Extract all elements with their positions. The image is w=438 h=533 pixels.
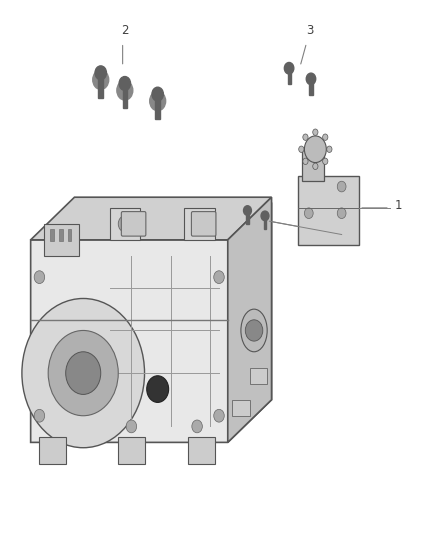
Text: 3: 3 (307, 25, 314, 37)
Bar (287, 68, 291, 84)
Bar (68, 229, 71, 241)
Bar (298, 176, 359, 245)
Polygon shape (31, 203, 272, 442)
Circle shape (284, 62, 294, 74)
Circle shape (245, 320, 263, 341)
FancyBboxPatch shape (121, 212, 146, 236)
Circle shape (299, 146, 304, 152)
Circle shape (244, 206, 251, 215)
Circle shape (313, 163, 318, 169)
Bar (118, 437, 145, 464)
Circle shape (117, 80, 133, 100)
Circle shape (313, 129, 318, 135)
Circle shape (22, 298, 145, 448)
Bar (99, 78, 103, 98)
Circle shape (337, 181, 346, 192)
Circle shape (304, 136, 326, 163)
Bar (155, 100, 160, 119)
Circle shape (323, 134, 328, 140)
Text: 3: 3 (346, 231, 353, 244)
Bar (39, 437, 66, 464)
Circle shape (192, 420, 202, 433)
Text: 1: 1 (394, 199, 402, 212)
Circle shape (34, 409, 45, 422)
Circle shape (147, 376, 169, 402)
Bar (188, 437, 215, 464)
Bar (123, 89, 127, 108)
Bar (44, 224, 79, 256)
Circle shape (303, 134, 308, 140)
Bar (110, 208, 140, 240)
Circle shape (48, 330, 118, 416)
Circle shape (327, 146, 332, 152)
Text: 2: 2 (121, 25, 129, 37)
Bar (184, 208, 215, 240)
FancyBboxPatch shape (191, 212, 216, 236)
Polygon shape (228, 197, 272, 442)
Bar (50, 229, 54, 241)
Ellipse shape (241, 309, 267, 352)
Circle shape (119, 77, 131, 91)
Circle shape (93, 70, 109, 90)
Circle shape (304, 208, 313, 219)
Circle shape (34, 271, 45, 284)
Circle shape (214, 271, 224, 284)
Circle shape (152, 87, 163, 101)
Circle shape (306, 73, 316, 85)
Circle shape (66, 352, 101, 394)
Circle shape (261, 211, 269, 221)
Bar (59, 229, 63, 241)
Bar (264, 216, 266, 229)
Circle shape (323, 158, 328, 165)
Circle shape (303, 158, 308, 165)
Circle shape (214, 409, 224, 422)
Bar (232, 400, 250, 416)
Circle shape (150, 91, 166, 111)
Circle shape (337, 208, 346, 219)
Bar (246, 211, 249, 224)
Circle shape (118, 216, 131, 232)
Circle shape (95, 66, 106, 80)
Circle shape (193, 216, 206, 232)
Polygon shape (31, 197, 272, 240)
Circle shape (126, 420, 137, 433)
Bar (302, 149, 324, 181)
Bar (309, 79, 313, 95)
Bar (250, 368, 267, 384)
